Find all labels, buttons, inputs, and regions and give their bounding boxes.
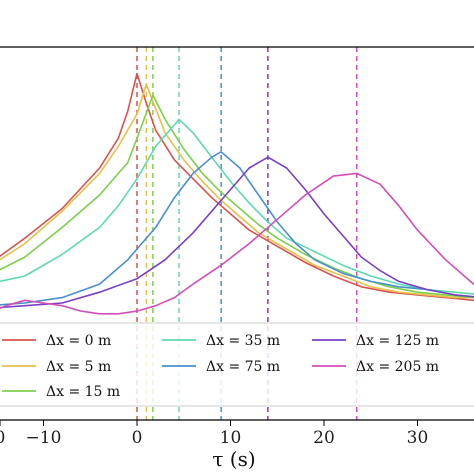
x-tick-label: 30 (407, 428, 429, 448)
x-axis-label: τ (s) (212, 447, 255, 471)
series-line-x-205-m (0, 172, 474, 315)
axes: 0−10010203040 τ (s) (0, 46, 474, 471)
x-tick-label: 20 (313, 428, 335, 448)
legend: Δx = 0 m Δx = 5 m Δx = 15 m Δx = 35 m Δx = 7… (0, 322, 474, 407)
legend-label-x-35-m: Δx = 35 m (206, 333, 280, 349)
x-tick-label: −10 (26, 428, 62, 448)
series-line-x-5-m (0, 83, 474, 299)
series-layer (0, 72, 474, 315)
x-tick-label: 10 (220, 428, 242, 448)
legend-label-x-0-m: Δx = 0 m (46, 333, 111, 349)
x-ticks: 0−10010203040 (0, 420, 429, 448)
x-tick-label: 0 (132, 428, 143, 448)
legend-label-x-5-m: Δx = 5 m (46, 359, 111, 375)
series-line-x-35-m (0, 118, 474, 295)
x-tick-label: 0 (0, 428, 5, 448)
legend-label-x-205-m: Δx = 205 m (356, 359, 439, 375)
series-line-x-0-m (0, 72, 474, 302)
legend-label-x-125-m: Δx = 125 m (356, 333, 439, 349)
legend-label-x-75-m: Δx = 75 m (206, 359, 280, 375)
legend-label-x-15-m: Δx = 15 m (46, 384, 120, 400)
legend-box (0, 322, 474, 407)
series-line-x-15-m (0, 94, 474, 299)
series-line-x-125-m (0, 156, 474, 309)
